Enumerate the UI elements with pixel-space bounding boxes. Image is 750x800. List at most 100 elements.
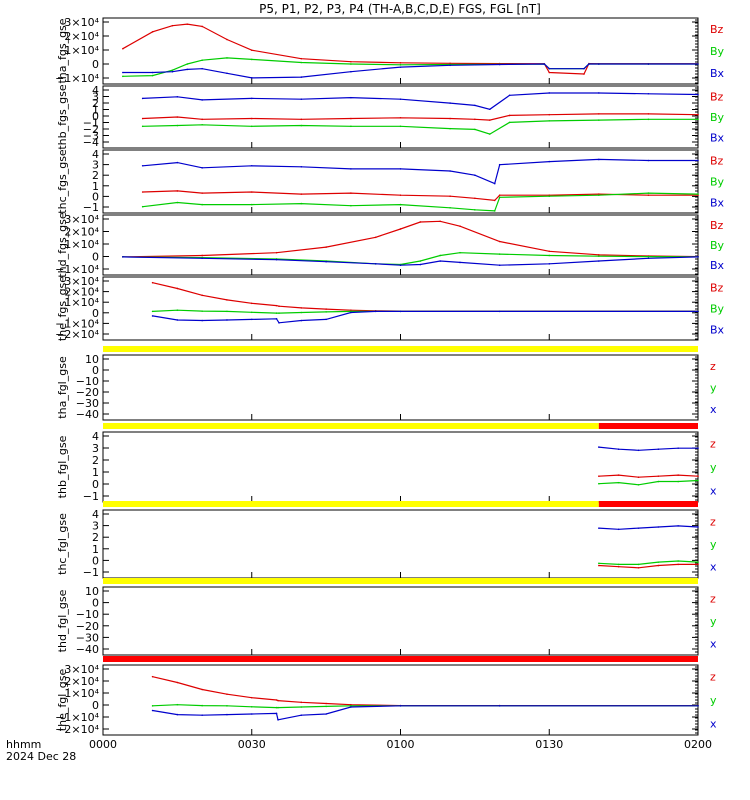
y-tick-label: −1×10⁴ (55, 263, 99, 276)
y-tick-label: 1 (92, 104, 99, 117)
data-point-z (498, 240, 501, 243)
series-line-x (122, 63, 698, 79)
data-point-x (697, 705, 699, 707)
legend-entry: Bx (710, 132, 725, 145)
data-point-z (201, 118, 203, 121)
data-point-z (141, 191, 144, 193)
data-point-z (350, 60, 352, 63)
series-line-z (122, 220, 699, 258)
data-point-y (399, 203, 402, 206)
y-tick-label: 1 (92, 180, 99, 193)
y-tick-label: 0 (92, 597, 99, 610)
data-point-z (250, 696, 253, 699)
data-point-x (697, 159, 699, 162)
data-point-y (300, 61, 303, 64)
data-point-z (449, 62, 451, 65)
legend-entry: y (710, 538, 717, 551)
data-point-y (657, 480, 660, 483)
legend-entry: y (710, 382, 717, 395)
data-point-z (399, 228, 402, 230)
data-point-z (186, 23, 189, 25)
data-point-y (300, 311, 303, 314)
data-point-x (598, 92, 600, 94)
data-point-y (350, 705, 352, 707)
data-point-x (548, 160, 551, 163)
data-point-z (275, 304, 278, 307)
data-point-y (493, 210, 496, 212)
y-tick-label: −30 (76, 397, 99, 410)
data-point-x (508, 94, 511, 97)
y-tick-label: 4 (92, 508, 99, 521)
data-point-y (677, 480, 679, 483)
y-tick-label: 2 (92, 531, 99, 544)
data-point-y (657, 561, 660, 563)
data-point-x (300, 76, 303, 78)
data-point-y (399, 64, 402, 66)
series-line-x (142, 158, 698, 185)
data-point-z (399, 116, 402, 119)
legend-entry: z (710, 592, 716, 605)
data-point-y (508, 121, 511, 124)
flag-bar-segment (103, 501, 599, 507)
legend-entry: By (710, 111, 725, 124)
data-point-z (201, 294, 203, 297)
y-tick-label: −2 (83, 123, 99, 136)
y-tick-label: 0 (92, 307, 99, 320)
data-point-y (201, 704, 203, 707)
legend-entry: Bz (710, 282, 724, 295)
data-point-z (250, 302, 253, 305)
data-point-x (201, 257, 203, 260)
data-point-y (617, 481, 620, 484)
data-point-z (325, 246, 327, 248)
data-point-x (151, 71, 154, 74)
data-point-x (598, 527, 600, 529)
data-point-x (598, 158, 600, 161)
y-tick-label: 2×10⁴ (64, 675, 99, 688)
data-point-z (647, 194, 650, 196)
data-point-x (325, 318, 327, 321)
y-tick-label: 3 (92, 159, 99, 172)
data-point-x (498, 705, 501, 707)
y-tick-label: 3 (92, 520, 99, 533)
data-point-x (350, 706, 352, 708)
data-point-y (548, 195, 551, 197)
data-point-x (498, 63, 501, 66)
data-point-y (598, 482, 600, 485)
data-point-x (647, 257, 650, 260)
data-point-x (300, 714, 303, 716)
data-point-y (474, 128, 476, 131)
legend-entry: y (710, 615, 717, 628)
data-point-x (583, 67, 585, 70)
data-point-x (300, 98, 303, 100)
data-point-z (449, 117, 451, 120)
data-point-y (176, 201, 179, 204)
data-point-y (176, 703, 179, 706)
data-point-y (598, 562, 600, 565)
data-point-x (176, 713, 179, 716)
legend-entry: z (710, 671, 716, 684)
y-tick-label: 2 (92, 454, 99, 467)
data-point-x (226, 72, 228, 75)
data-point-x (498, 264, 501, 267)
y-tick-label: 1×10⁴ (64, 296, 99, 309)
data-point-x (449, 102, 451, 104)
data-point-z (277, 699, 279, 702)
y-tick-label: 0 (92, 699, 99, 712)
data-point-x (176, 319, 179, 321)
data-point-x (275, 712, 278, 715)
legend-entry: z (710, 515, 716, 528)
y-tick-label: 0 (92, 58, 99, 71)
data-point-x (488, 108, 491, 111)
data-point-z (598, 475, 600, 477)
data-point-x (399, 168, 402, 170)
series-line-y (598, 560, 699, 566)
data-point-z (226, 299, 228, 301)
data-point-x (278, 322, 280, 324)
data-point-x (374, 310, 377, 313)
y-tick-label: −40 (76, 408, 99, 421)
data-point-x (598, 260, 600, 262)
data-point-z (657, 475, 660, 477)
